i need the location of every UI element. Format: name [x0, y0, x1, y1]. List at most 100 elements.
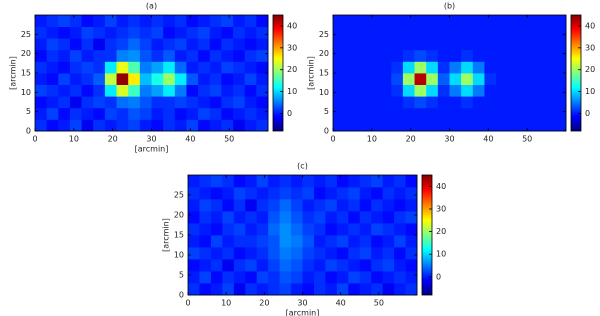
heat-cell [344, 15, 357, 27]
heat-cell [461, 26, 474, 39]
heat-cell [542, 119, 555, 132]
heat-cell [188, 223, 200, 236]
heat-cell [449, 26, 462, 39]
heat-cell [356, 107, 369, 120]
colorbar [571, 15, 581, 131]
heat-cell [279, 259, 292, 272]
panel-title: (c) [297, 162, 308, 171]
heat-cell [302, 235, 315, 248]
heat-cell [519, 15, 532, 27]
heat-cell [402, 61, 415, 74]
heat-cell [174, 107, 187, 120]
heat-cell [542, 84, 555, 97]
heat-cell [371, 235, 384, 248]
heat-cell [245, 211, 258, 224]
heat-cell [151, 49, 164, 62]
heat-cell [519, 84, 532, 97]
heat-cell [116, 26, 129, 39]
heat-cell [359, 187, 372, 200]
heat-cell [472, 119, 485, 132]
heat-cell [233, 259, 246, 272]
x-tick-label: 10 [69, 135, 79, 144]
heat-cell [519, 107, 532, 120]
heat-cell [163, 26, 176, 39]
colorbar-tick-label: 30 [436, 204, 446, 213]
heat-cell [104, 49, 117, 62]
heat-cell [291, 211, 303, 224]
heat-cell [313, 223, 326, 236]
heat-cell [163, 73, 176, 85]
heat-cell [356, 49, 369, 62]
heat-cell [472, 26, 485, 39]
heat-cell [414, 49, 427, 62]
heat-cell [371, 223, 384, 236]
heat-cell [344, 61, 357, 74]
heat-cell [472, 73, 485, 85]
heat-cell [58, 96, 71, 109]
heat-cell [313, 259, 326, 272]
heat-cell [199, 199, 212, 212]
heat-cell [186, 73, 199, 85]
heat-cell [402, 96, 415, 109]
heat-cell [531, 119, 544, 132]
heat-cell [116, 119, 129, 132]
heat-cell [93, 96, 106, 109]
heat-cell [210, 259, 223, 272]
heat-cell [163, 49, 176, 62]
y-axis-label: [arcmin] [162, 218, 171, 252]
heat-cell [233, 73, 246, 85]
heat-cell [81, 15, 94, 27]
heat-cell [199, 271, 212, 284]
heat-cell [325, 175, 338, 188]
heat-cell [151, 38, 164, 51]
heat-cell [93, 49, 106, 62]
heat-cell [256, 247, 269, 260]
colorbar-tick-label: 0 [287, 109, 292, 118]
heat-cell [356, 38, 369, 51]
heat-cell [391, 84, 404, 97]
heat-cell [116, 38, 129, 51]
colorbar-tick-label: 10 [287, 87, 297, 96]
heat-cell [554, 38, 567, 51]
heat-cell [414, 38, 427, 51]
heat-cell [379, 73, 392, 85]
heat-cell [472, 61, 485, 74]
heat-cell [233, 211, 246, 224]
heat-cell [554, 49, 567, 62]
heat-cell [325, 271, 338, 284]
heat-cell [542, 49, 555, 62]
heat-cell [245, 199, 258, 212]
heat-cell [472, 38, 485, 51]
x-axis-label: [arcmin] [135, 145, 169, 154]
heat-cell [188, 271, 200, 284]
heat-cell [268, 187, 280, 200]
heat-cell [233, 61, 246, 74]
heat-cell [244, 49, 257, 62]
heat-cell [484, 119, 497, 132]
heat-cell [256, 73, 269, 85]
heat-cell [221, 107, 234, 120]
heat-cell [35, 107, 48, 120]
heat-cell [302, 247, 315, 260]
heat-cell [391, 107, 404, 120]
heat-cell [151, 84, 164, 97]
heat-cell [426, 119, 439, 132]
heat-cell [382, 223, 395, 236]
x-tick-label: 10 [221, 299, 231, 308]
heat-cell [209, 49, 222, 62]
heat-cell [46, 26, 59, 39]
heat-cell [531, 26, 544, 39]
y-tick-label: 20 [319, 49, 329, 58]
heat-cell [209, 119, 222, 132]
heat-cell [426, 84, 439, 97]
colorbar-tick-label: 40 [287, 21, 297, 30]
heat-cell [128, 119, 141, 132]
heat-cell [414, 26, 427, 39]
heat-cell [174, 73, 187, 85]
heat-cell [333, 119, 346, 132]
colorbar [273, 15, 283, 131]
heat-cell [414, 73, 427, 85]
heat-cell [344, 26, 357, 39]
heat-cell [531, 107, 544, 120]
heat-cell [484, 15, 497, 27]
